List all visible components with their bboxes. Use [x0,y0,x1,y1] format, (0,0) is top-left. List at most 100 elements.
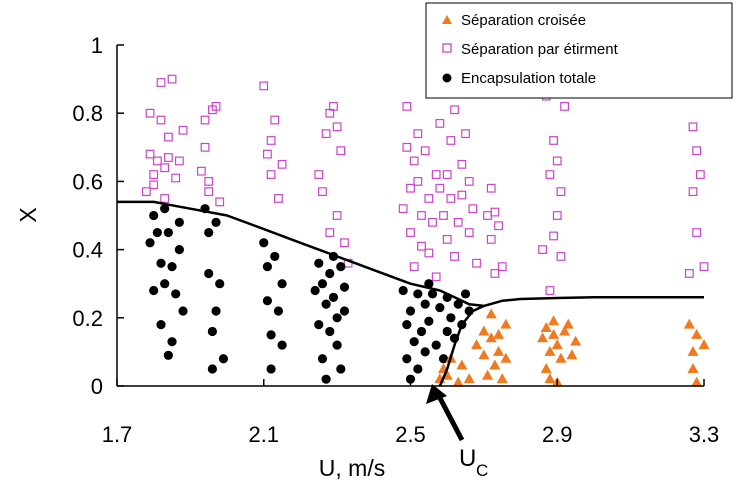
point-separation-etirment [332,122,342,132]
point-encapsulation-totale [277,279,287,289]
point-encapsulation-totale [207,326,217,337]
point-separation-etirment [431,272,441,282]
point-separation-etirment [435,183,445,193]
legend-label-encapsulation-totale: Encapsulation totale [461,70,596,87]
point-separation-etirment [450,105,459,115]
point-separation-croisee [691,328,703,339]
point-separation-etirment [431,170,441,179]
point-encapsulation-totale [435,302,445,313]
point-encapsulation-totale [339,306,350,316]
uc-arrow-shaft [437,396,465,442]
point-encapsulation-totale [314,258,324,268]
point-separation-etirment [200,142,210,152]
point-separation-croisee [570,335,582,346]
point-separation-etirment [486,183,496,193]
point-separation-etirment [417,211,426,220]
legend-label-separation-croisee: Séparation croisée [461,12,586,29]
point-separation-etirment [457,159,467,169]
x-tick-label: 3.3 [689,422,720,447]
point-separation-etirment [695,170,705,179]
point-separation-etirment [266,136,276,145]
x-tick-label: 2.9 [542,422,573,447]
point-separation-etirment [171,173,181,183]
point-separation-etirment [692,146,702,156]
point-separation-etirment [409,156,419,166]
point-encapsulation-totale [317,354,328,364]
point-encapsulation-totale [420,347,430,357]
point-separation-etirment [211,101,221,111]
point-encapsulation-totale [156,258,166,268]
point-separation-etirment [560,101,569,111]
point-separation-etirment [340,238,349,248]
point-separation-etirment [336,146,346,156]
point-separation-croisee [452,376,464,387]
point-separation-croisee [687,362,699,373]
point-separation-etirment [552,211,562,220]
point-separation-etirment [156,115,166,125]
point-encapsulation-totale [156,320,166,330]
point-separation-etirment [688,187,698,197]
point-separation-etirment [699,262,709,272]
point-separation-etirment [413,129,423,139]
point-separation-etirment [417,241,426,251]
point-encapsulation-totale [409,337,419,347]
point-separation-etirment [435,119,445,128]
point-encapsulation-totale [277,340,287,350]
series-filled-circle [145,204,474,384]
point-separation-etirment [409,262,419,272]
point-encapsulation-totale [160,204,170,214]
point-encapsulation-totale [266,330,276,340]
point-encapsulation-totale [453,299,463,309]
point-separation-croisee [489,359,501,370]
point-separation-etirment [692,228,702,237]
x-tick-label: 2.1 [248,422,279,447]
y-axis-title: X [15,207,41,222]
point-separation-etirment [266,170,276,179]
series-triangle [434,308,710,387]
point-separation-etirment [204,177,214,186]
point-separation-etirment [270,115,280,125]
x-axis-title: U, m/s [319,455,385,481]
point-encapsulation-totale [420,299,430,309]
uc-annotation: U C [426,384,488,480]
point-encapsulation-totale [424,279,434,289]
point-separation-croisee [485,308,497,319]
point-encapsulation-totale [163,350,173,360]
point-encapsulation-totale [328,292,339,302]
point-separation-etirment [277,159,287,169]
point-separation-etirment [163,132,173,142]
point-separation-croisee [683,318,695,329]
point-separation-etirment [552,156,562,166]
point-separation-croisee [482,369,494,380]
point-separation-etirment [204,187,214,197]
point-separation-etirment [494,221,503,231]
point-encapsulation-totale [398,285,408,296]
point-separation-etirment [325,228,335,237]
point-separation-croisee [544,373,556,384]
point-separation-etirment [141,187,151,197]
point-separation-croisee [463,373,475,384]
point-separation-etirment [160,163,170,173]
point-separation-etirment [332,211,342,220]
point-encapsulation-totale [178,306,188,316]
point-encapsulation-totale [405,306,416,316]
point-encapsulation-totale [273,306,284,316]
point-separation-croisee [551,339,563,350]
point-encapsulation-totale [149,285,159,296]
point-separation-etirment [145,108,155,118]
point-separation-etirment [461,129,470,139]
point-encapsulation-totale [174,217,184,227]
point-separation-etirment [442,234,452,244]
point-separation-croisee [493,345,505,356]
point-separation-etirment [318,187,327,197]
point-separation-etirment [413,177,423,186]
point-encapsulation-totale [163,227,173,238]
point-encapsulation-totale [211,217,221,227]
point-separation-etirment [472,258,481,268]
point-separation-croisee [548,315,560,326]
legend-label-separation-etirment: Séparation par étirment [461,41,619,58]
point-separation-etirment [406,228,415,237]
point-separation-etirment [483,211,492,220]
point-encapsulation-totale [218,354,228,364]
point-separation-croisee [559,325,571,336]
